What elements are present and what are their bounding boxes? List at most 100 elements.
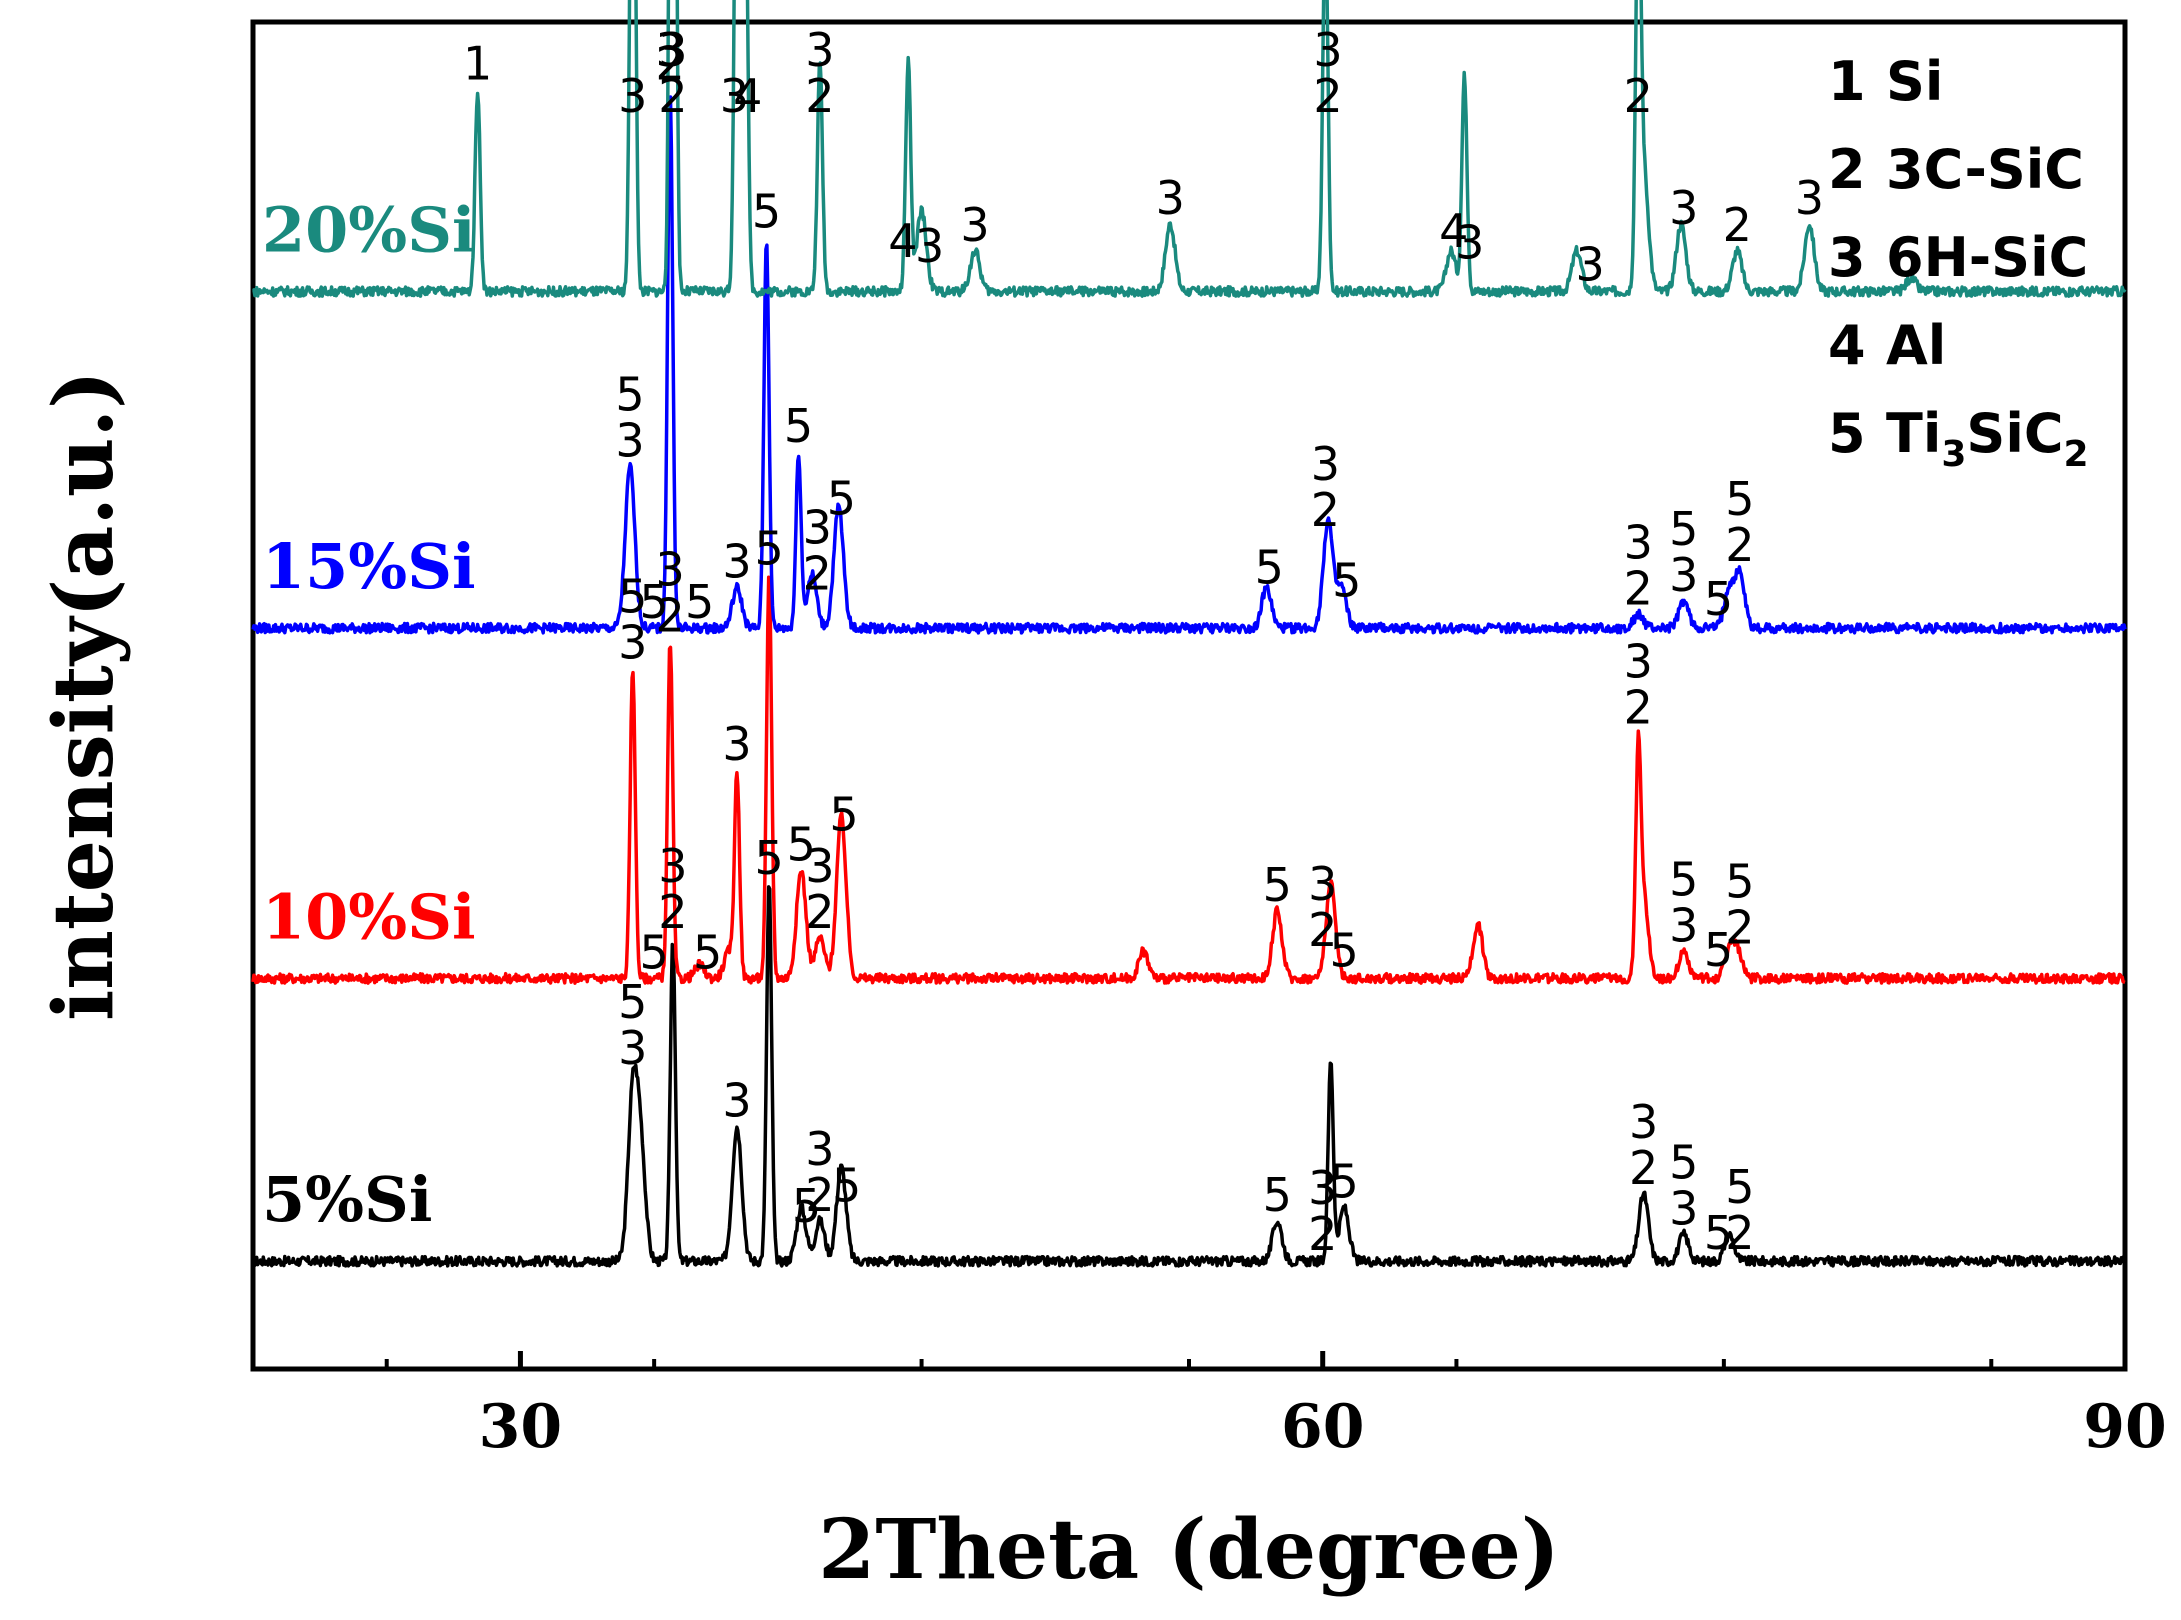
- x-tick-label: 30: [479, 1392, 563, 1462]
- peak-label: 3: [615, 414, 644, 468]
- peak-label: 3: [658, 839, 687, 893]
- peak-label: 5: [1255, 541, 1284, 595]
- legend-entry-number: 3: [1828, 226, 1866, 289]
- peak-label: 2: [1313, 69, 1342, 123]
- peak-label: 5: [1263, 858, 1292, 912]
- legend-entry-number: 1: [1828, 50, 1866, 113]
- peak-label: 5: [618, 570, 647, 624]
- peak-label: 2: [1624, 69, 1653, 123]
- peak-label: 3: [1624, 634, 1653, 688]
- legend: 1 Si 2 3C-SiC 3 6H-SiC 4 Al 5 Ti3SiC2: [1828, 50, 2089, 475]
- peak-label: 3: [1308, 1161, 1337, 1215]
- peak-label: 5: [640, 575, 669, 629]
- axes: 30 60 90 2Theta (degree) intensity(a.u.): [36, 19, 2167, 1598]
- peak-label: 2: [1311, 483, 1340, 537]
- legend-entry-number: 5: [1828, 402, 1866, 465]
- peak-label: 3: [1576, 238, 1605, 292]
- peak-label: 5: [1263, 1168, 1292, 1222]
- peak-label: 3: [656, 23, 685, 77]
- peak-label: 2: [1624, 562, 1653, 616]
- peak-label: 5: [1725, 472, 1754, 526]
- peak-label: 2: [1308, 903, 1337, 957]
- x-tick-label: 60: [1281, 1392, 1365, 1462]
- peak-label: 3: [1669, 181, 1698, 235]
- peak-label: 5: [754, 521, 783, 575]
- peak-label: 3: [618, 69, 647, 123]
- legend-entry-text: Ti3SiC2: [1886, 402, 2089, 475]
- peak-label: 5: [784, 399, 813, 453]
- legend-entry-text: 3C-SiC: [1886, 138, 2084, 201]
- peak-label: 2: [1308, 1207, 1337, 1261]
- series-line-20pctSi: [252, 0, 2127, 298]
- peak-label: 5: [685, 575, 714, 629]
- peak-label: 5: [832, 1158, 861, 1212]
- peak-label: 5: [615, 368, 644, 422]
- peak-label: 1: [463, 36, 492, 90]
- peak-label: 3: [656, 543, 685, 597]
- peak-label: 5: [1704, 572, 1733, 626]
- peak-label: 3: [1669, 1181, 1698, 1235]
- peak-label: 5: [1669, 1135, 1698, 1189]
- peak-label: 5: [1725, 1160, 1754, 1214]
- peak-label: 5: [787, 818, 816, 872]
- peak-label: 3: [1624, 516, 1653, 570]
- peak-label: 5: [1669, 502, 1698, 556]
- peak-label: 5: [1329, 1154, 1358, 1208]
- peak-label: 5: [1704, 1206, 1733, 1260]
- peak-label: 4: [733, 69, 762, 123]
- peak-label: 3: [803, 501, 832, 555]
- peak-label: 3: [1308, 857, 1337, 911]
- peak-label: 3: [722, 717, 751, 771]
- peak-label: 2: [656, 589, 685, 643]
- peak-label: 3: [722, 535, 751, 589]
- peak-label: 3: [960, 198, 989, 252]
- peak-label: 2: [1725, 518, 1754, 572]
- peak-label: 3: [1313, 23, 1342, 77]
- peak-label: 2: [1725, 900, 1754, 954]
- series-label: 10%Si: [262, 880, 476, 953]
- peak-label: 2: [658, 885, 687, 939]
- peak-label: 4: [1439, 204, 1468, 258]
- peak-label: 2: [1624, 680, 1653, 734]
- peak-label: 3: [1156, 171, 1185, 225]
- peak-label: 5: [1329, 924, 1358, 978]
- peak-label: 5: [1725, 854, 1754, 908]
- peak-label: 2: [805, 69, 834, 123]
- peak-label: 5: [1704, 923, 1733, 977]
- peak-label: 2: [803, 547, 832, 601]
- series-label: 15%Si: [262, 530, 476, 603]
- peak-label: 3: [1311, 437, 1340, 491]
- peak-label: 3: [1669, 898, 1698, 952]
- peak-label: 5: [752, 185, 781, 239]
- peak-label: 2: [805, 885, 834, 939]
- peak-label: 3: [618, 616, 647, 670]
- y-axis-title: intensity(a.u.): [36, 370, 132, 1021]
- x-axis-title: 2Theta (degree): [818, 1502, 1559, 1598]
- peak-label: 3: [915, 219, 944, 273]
- legend-entry-text: Si: [1886, 50, 1943, 113]
- peak-label: 3: [722, 1074, 751, 1128]
- peak-label: 3: [658, 23, 687, 77]
- peak-label: 3: [1629, 1095, 1658, 1149]
- peak-label: 3: [618, 1021, 647, 1075]
- peak-label: 2: [656, 36, 685, 90]
- peak-label: 5: [827, 472, 856, 526]
- legend-entry-number: 4: [1828, 314, 1866, 377]
- plot-frame: [250, 19, 2128, 1372]
- peak-label: 5: [829, 787, 858, 841]
- peak-label: 5: [1669, 852, 1698, 906]
- peak-label: 2: [1723, 198, 1752, 252]
- legend-entry-number: 2: [1828, 138, 1866, 201]
- legend-entry-text: 6H-SiC: [1886, 226, 2088, 289]
- peak-label: 3: [720, 69, 749, 123]
- peak-label: 5: [792, 1179, 821, 1233]
- peak-label: 5: [640, 925, 669, 979]
- peak-label: 4: [888, 214, 917, 268]
- peak-label: 5: [1332, 554, 1361, 608]
- peak-label: 2: [1629, 1141, 1658, 1195]
- legend-entry-text: Al: [1886, 314, 1946, 377]
- peak-label: 3: [1795, 171, 1824, 225]
- series-line-15pctSi: [251, 95, 2127, 635]
